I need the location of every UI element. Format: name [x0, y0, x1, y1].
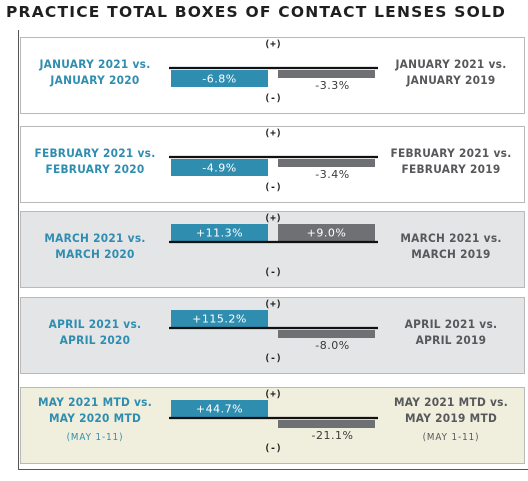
two-year-bar [278, 70, 375, 78]
right-label-line: FEBRUARY 2021 vs. [390, 146, 512, 160]
right-label-line: MAY 2021 MTD vs. [393, 395, 509, 409]
right-label-line: MARCH 2021 vs. [400, 231, 502, 245]
chart-frame [18, 30, 528, 470]
left-label-line: MAY 2020 MTD [48, 411, 142, 425]
left-label-line: MARCH 2020 [55, 247, 135, 261]
positive-marker: (+) [264, 389, 282, 400]
comparison-panel: MAY 2021 MTD vs. MAY 2020 MTD (MAY 1-11) MA… [20, 387, 525, 464]
left-comparison-label: MAY 2021 MTD vs. MAY 2020 MTD (MAY 1-11) [31, 394, 160, 446]
prior-year-bar [171, 159, 268, 176]
negative-marker: (-) [264, 267, 282, 278]
positive-marker: (+) [264, 213, 282, 224]
two-year-bar [278, 330, 375, 338]
right-label-line: JANUARY 2019 [406, 73, 496, 87]
prior-year-value-label: -6.8% [202, 73, 236, 86]
negative-marker: (-) [264, 182, 282, 193]
right-label-line: JANUARY 2021 vs. [395, 57, 507, 71]
positive-marker: (+) [264, 128, 282, 139]
negative-marker: (-) [264, 353, 282, 364]
prior-year-value-label: +115.2% [192, 313, 247, 326]
positive-marker: (+) [264, 39, 282, 50]
left-label-line: JANUARY 2021 vs. [39, 57, 151, 71]
prior-year-value-label: -4.9% [202, 162, 236, 175]
positive-marker: (+) [264, 299, 282, 310]
left-label-line: FEBRUARY 2021 vs. [34, 146, 156, 160]
prior-year-bar [171, 310, 268, 327]
left-label-line: MAY 2021 MTD vs. [37, 395, 153, 409]
right-comparison-label: APRIL 2021 vs. APRIL 2019 [387, 316, 516, 348]
left-label-line: JANUARY 2020 [50, 73, 140, 87]
comparison-panel: JANUARY 2021 vs. JANUARY 2020 JANUARY 2021… [20, 37, 525, 114]
negative-marker: (-) [264, 93, 282, 104]
right-comparison-label: JANUARY 2021 vs. JANUARY 2019 [387, 56, 516, 88]
left-label-line: FEBRUARY 2020 [45, 162, 145, 176]
right-label-line: APRIL 2019 [415, 333, 487, 347]
two-year-bar [278, 420, 375, 428]
right-comparison-label: MARCH 2021 vs. MARCH 2019 [387, 230, 516, 262]
prior-year-value-label: +44.7% [196, 403, 243, 416]
negative-marker: (-) [264, 443, 282, 454]
two-year-value-label: +9.0% [307, 227, 347, 240]
right-label-line: FEBRUARY 2019 [401, 162, 501, 176]
left-label-line: APRIL 2021 vs. [48, 317, 142, 331]
right-label-line: MAY 2019 MTD [404, 411, 498, 425]
two-year-value-label: -8.0% [315, 339, 349, 352]
left-label-subtitle: (MAY 1-11) [66, 432, 124, 443]
prior-year-bar [171, 70, 268, 87]
bar-pair: -4.9% -3.4% [169, 155, 378, 181]
bar-pair: +11.3% +9.0% [169, 224, 378, 244]
page-title: PRACTICE TOTAL BOXES OF CONTACT LENSES S… [6, 3, 507, 21]
left-label-line: APRIL 2020 [59, 333, 131, 347]
bar-pair: -6.8% -3.3% [169, 66, 378, 92]
right-label-line: APRIL 2021 vs. [404, 317, 498, 331]
left-comparison-label: MARCH 2021 vs. MARCH 2020 [31, 230, 160, 262]
two-year-bar [278, 224, 375, 241]
right-comparison-label: FEBRUARY 2021 vs. FEBRUARY 2019 [387, 145, 516, 177]
left-comparison-label: FEBRUARY 2021 vs. FEBRUARY 2020 [31, 145, 160, 177]
right-label-line: MARCH 2019 [411, 247, 491, 261]
prior-year-bar [171, 400, 268, 417]
prior-year-value-label: +11.3% [196, 227, 243, 240]
prior-year-bar [171, 224, 268, 241]
two-year-bar [278, 159, 375, 167]
bar-pair: +115.2% -8.0% [169, 310, 378, 352]
right-comparison-label: MAY 2021 MTD vs. MAY 2019 MTD (MAY 1-11) [387, 394, 516, 446]
two-year-value-label: -3.4% [315, 168, 349, 181]
left-label-line: MARCH 2021 vs. [44, 231, 146, 245]
two-year-value-label: -21.1% [312, 429, 354, 442]
bar-pair: +44.7% -21.1% [169, 400, 378, 442]
comparison-panel: FEBRUARY 2021 vs. FEBRUARY 2020 FEBRUARY 2… [20, 126, 525, 203]
left-comparison-label: APRIL 2021 vs. APRIL 2020 [31, 316, 160, 348]
comparison-panel: APRIL 2021 vs. APRIL 2020 APRIL 2021 vs. AP… [20, 297, 525, 374]
comparison-panel: MARCH 2021 vs. MARCH 2020 MARCH 2021 vs. MA… [20, 211, 525, 288]
two-year-value-label: -3.3% [315, 79, 349, 92]
right-label-subtitle: (MAY 1-11) [422, 432, 480, 443]
left-comparison-label: JANUARY 2021 vs. JANUARY 2020 [31, 56, 160, 88]
